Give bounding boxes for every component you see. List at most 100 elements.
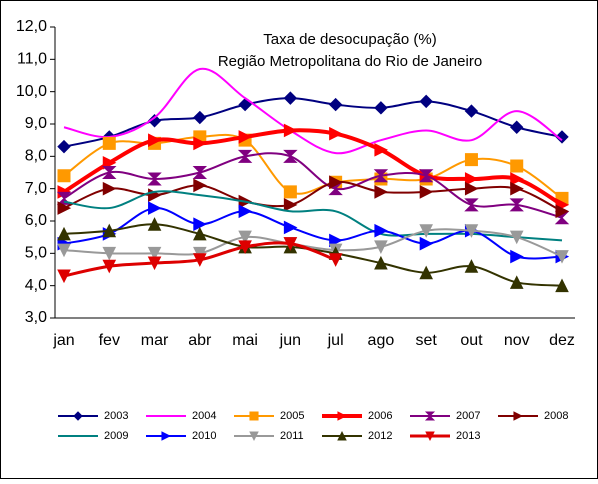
- marker: [419, 236, 434, 251]
- marker: [464, 198, 479, 212]
- legend-item: 2009: [58, 430, 128, 442]
- legend-label: 2005: [280, 410, 304, 422]
- marker: [373, 169, 389, 183]
- marker: [419, 185, 434, 199]
- marker: [510, 172, 524, 186]
- legend-label: 2012: [368, 430, 392, 442]
- marker: [57, 139, 71, 154]
- legend-label: 2008: [544, 410, 568, 422]
- marker: [193, 110, 207, 125]
- marker: [283, 91, 298, 105]
- y-tick-label: 4,0: [25, 277, 47, 294]
- marker: [102, 246, 117, 261]
- marker: [57, 201, 72, 215]
- marker: [283, 149, 298, 163]
- x-tick-label: jan: [52, 332, 74, 349]
- legend-label: 2007: [456, 410, 480, 422]
- marker: [193, 136, 207, 151]
- marker: [283, 198, 298, 212]
- marker: [419, 94, 433, 109]
- marker: [425, 431, 435, 441]
- legend-item: 2010: [146, 430, 216, 442]
- marker: [464, 153, 478, 167]
- marker: [102, 259, 117, 274]
- marker: [283, 220, 298, 235]
- chart-title: Taxa de desocupação (%): [263, 31, 436, 48]
- marker: [102, 155, 117, 170]
- legend-item: 2008: [498, 410, 568, 422]
- marker: [57, 243, 71, 258]
- marker: [374, 255, 388, 270]
- marker: [328, 253, 343, 267]
- marker: [464, 259, 479, 273]
- marker: [419, 224, 433, 238]
- marker: [424, 411, 436, 421]
- marker: [283, 237, 298, 251]
- marker: [374, 101, 388, 115]
- series: [57, 237, 343, 284]
- marker: [283, 185, 297, 199]
- marker: [147, 246, 162, 261]
- marker: [283, 123, 298, 138]
- marker: [147, 217, 162, 231]
- marker: [464, 224, 479, 238]
- marker: [193, 226, 207, 241]
- y-tick-label: 3,0: [25, 309, 47, 326]
- y-tick-label: 8,0: [25, 148, 47, 165]
- marker: [73, 411, 83, 421]
- marker: [192, 166, 208, 179]
- marker: [102, 223, 117, 238]
- x-tick-label: out: [460, 332, 483, 349]
- marker: [510, 120, 524, 134]
- marker: [193, 253, 207, 267]
- chart-subtitle: Região Metropolitana do Rio de Janeiro: [218, 53, 482, 70]
- legend-item: 2011: [234, 430, 304, 442]
- marker: [555, 204, 570, 219]
- marker: [464, 104, 479, 118]
- marker: [238, 204, 253, 219]
- x-tick-label: nov: [504, 332, 530, 349]
- legend-item: 2004: [146, 410, 216, 422]
- marker: [238, 230, 252, 245]
- marker: [509, 275, 524, 289]
- marker: [148, 133, 162, 147]
- series: [57, 91, 569, 154]
- marker: [161, 431, 171, 441]
- series: [57, 175, 570, 219]
- y-tick-label: 9,0: [25, 115, 47, 132]
- y-tick-label: 7,0: [25, 180, 47, 197]
- legend-label: 2006: [368, 410, 392, 422]
- series: [63, 190, 563, 242]
- marker: [464, 172, 479, 186]
- legend-label: 2011: [280, 430, 304, 442]
- x-tick-label: ago: [368, 332, 395, 349]
- marker: [328, 97, 343, 112]
- marker: [193, 178, 207, 193]
- legend-item: 2005: [234, 410, 304, 422]
- marker: [249, 411, 259, 421]
- series: [57, 224, 569, 264]
- legend-item: 2007: [410, 410, 480, 422]
- marker: [57, 169, 71, 183]
- legend-label: 2009: [104, 430, 128, 442]
- x-tick-label: abr: [188, 332, 212, 349]
- marker: [374, 223, 389, 238]
- marker: [238, 240, 252, 254]
- x-tick-label: jul: [327, 332, 344, 349]
- marker: [419, 265, 433, 280]
- legend-label: 2013: [456, 430, 480, 442]
- x-tick-label: fev: [99, 332, 120, 349]
- marker: [249, 431, 259, 441]
- series-line: [63, 152, 563, 219]
- marker: [555, 130, 569, 144]
- marker: [102, 166, 117, 179]
- legend-label: 2004: [192, 410, 216, 422]
- marker: [464, 181, 479, 196]
- x-tick-label: mar: [141, 332, 169, 349]
- marker: [147, 114, 162, 128]
- x-tick-label: jun: [279, 332, 301, 349]
- marker: [510, 249, 524, 264]
- marker: [374, 240, 388, 254]
